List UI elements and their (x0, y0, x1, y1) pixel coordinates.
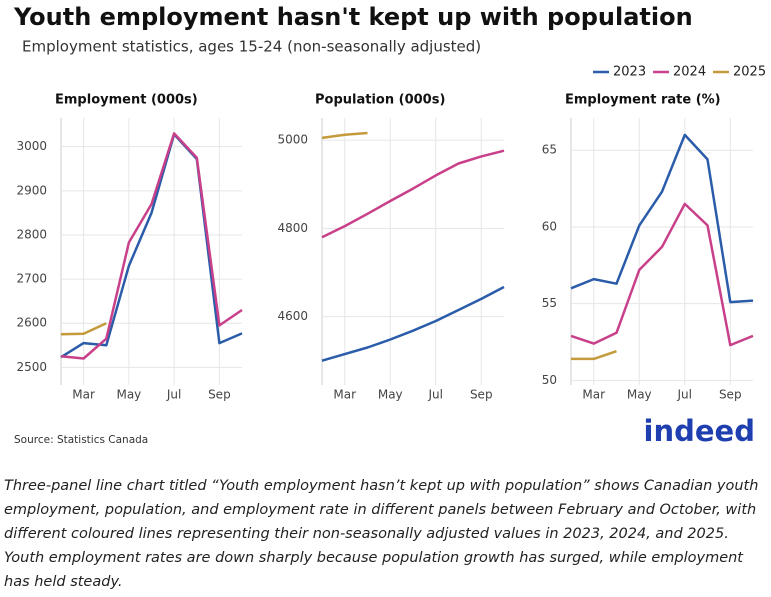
panel-title: Population (000s) (315, 93, 445, 108)
y-tick-label: 55 (542, 296, 557, 310)
x-tick-label: Sep (208, 388, 231, 402)
logo: indeed (644, 414, 755, 448)
y-tick-label: 3000 (16, 139, 47, 153)
x-tick-label: Mar (72, 388, 95, 402)
series-line (571, 350, 617, 361)
x-tick-label: Jul (428, 388, 443, 402)
series-line (570, 202, 754, 347)
x-tick-label: May (627, 388, 652, 402)
series-line (321, 131, 368, 140)
y-tick-label: 4600 (277, 309, 308, 323)
y-tick-label: 5000 (277, 133, 308, 147)
panel-title: Employment rate (%) (565, 93, 721, 108)
series-line (60, 322, 107, 336)
x-tick-label: May (116, 388, 141, 402)
series-line (60, 132, 243, 360)
x-tick-label: Jul (677, 388, 692, 402)
legend-label: 2025 (733, 65, 766, 80)
x-tick-label: Jul (166, 388, 181, 402)
source: Source: Statistics Canada (14, 434, 148, 446)
x-tick-label: May (378, 388, 403, 402)
caption: Three-panel line chart titled “Youth emp… (4, 478, 759, 590)
chart: Youth employment hasn't kept up with pop… (13, 3, 766, 448)
chart-title: Youth employment hasn't kept up with pop… (13, 3, 693, 31)
legend-label: 2023 (613, 65, 646, 80)
y-tick-label: 2600 (16, 316, 47, 330)
y-tick-label: 2500 (16, 360, 47, 374)
x-tick-label: Mar (582, 388, 605, 402)
series-line (60, 133, 243, 359)
y-tick-label: 2800 (16, 227, 47, 241)
panel-title: Employment (000s) (55, 93, 198, 108)
y-tick-label: 50 (542, 373, 557, 387)
y-tick-label: 4800 (277, 221, 308, 235)
x-tick-label: Sep (719, 388, 742, 402)
y-tick-label: 65 (542, 143, 557, 157)
chart-subtitle: Employment statistics, ages 15-24 (non-s… (22, 38, 481, 56)
x-tick-label: Mar (333, 388, 356, 402)
series-line (321, 149, 505, 239)
series-line (570, 133, 754, 304)
y-tick-label: 2900 (16, 183, 47, 197)
y-tick-label: 60 (542, 219, 557, 233)
y-tick-label: 2700 (16, 272, 47, 286)
legend-label: 2024 (673, 65, 706, 80)
series-line (321, 285, 505, 362)
x-tick-label: Sep (470, 388, 493, 402)
